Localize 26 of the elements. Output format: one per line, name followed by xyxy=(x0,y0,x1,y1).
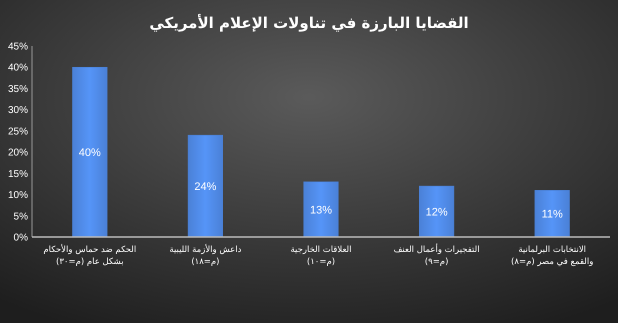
data-label: 12% xyxy=(426,206,448,219)
x-tick-label: التفجيرات وأعمال العنف (م=٩) xyxy=(394,243,480,267)
y-tick-label: 30% xyxy=(8,105,28,116)
bar xyxy=(188,134,223,238)
x-tick-label: الحكم ضد حماس والأحكام بشكل عام (م=٣٠) xyxy=(43,243,136,267)
y-tick-label: 15% xyxy=(8,168,28,180)
bar xyxy=(303,182,339,238)
y-tick-label: 10% xyxy=(8,190,28,202)
data-label: 40% xyxy=(78,147,102,160)
y-tick-label: 0% xyxy=(14,232,28,244)
bar xyxy=(419,186,454,238)
bar xyxy=(72,66,108,238)
x-tick-label: العلاقات الخارجية (م=١٠) xyxy=(290,245,352,267)
y-tick-label: 40% xyxy=(8,62,28,74)
x-tick-label: داعش والأزمة الليبية (م=١٨) xyxy=(169,243,242,267)
y-tick-label: 20% xyxy=(8,148,28,159)
x-tick-label: الانتخابات البرلمانية والقمع في مصر (م=٨) xyxy=(511,245,594,267)
chart-title: القضايا البارزة في تناولات الإعلام الأمريكي xyxy=(149,13,469,32)
bar xyxy=(534,190,570,238)
y-tick-label: 25% xyxy=(8,126,28,138)
data-label: 24% xyxy=(194,181,217,194)
data-label: 11% xyxy=(542,208,564,221)
y-tick-label: 45% xyxy=(8,42,28,52)
y-tick-label: 5% xyxy=(14,211,28,222)
data-label: 13% xyxy=(310,204,332,216)
y-tick-label: 35% xyxy=(8,84,28,95)
